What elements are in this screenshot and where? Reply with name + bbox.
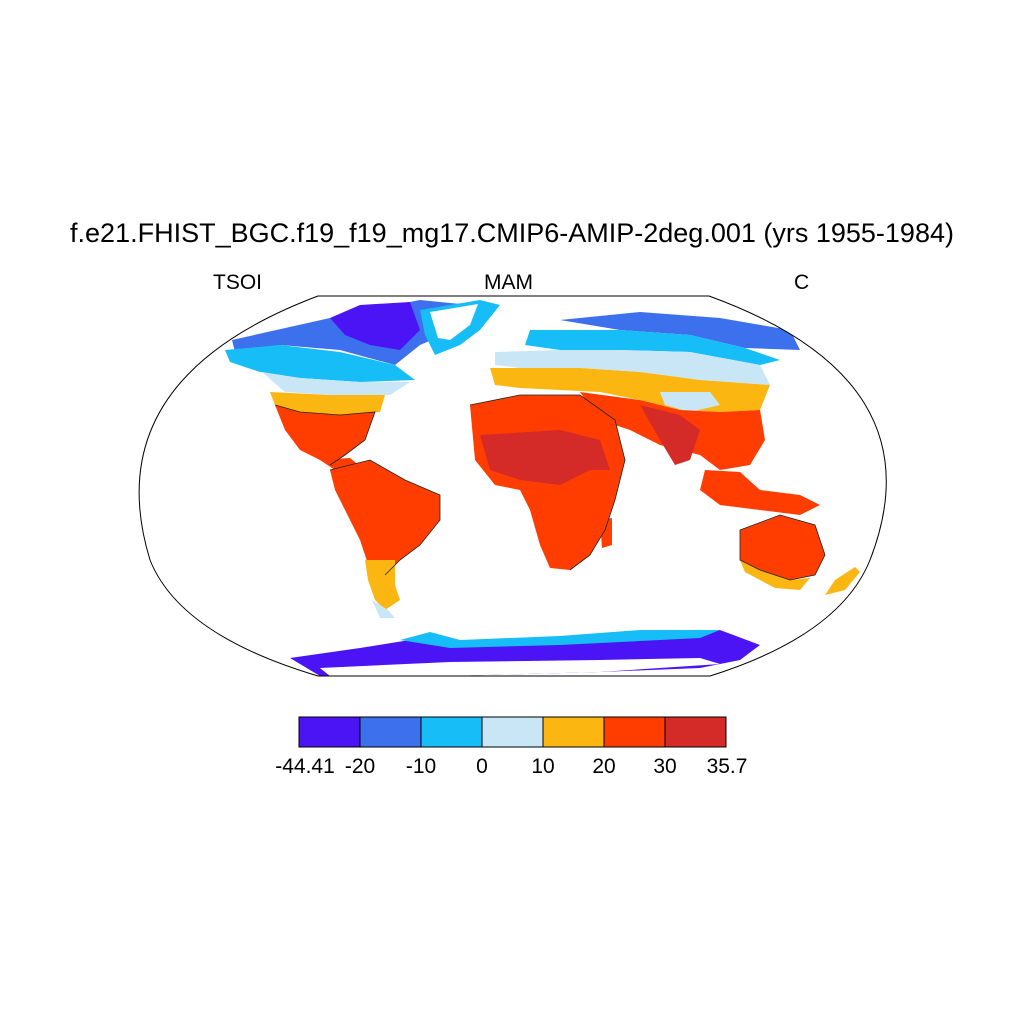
india-hottest	[640, 405, 700, 465]
colorbar-tick-label: -20	[344, 755, 376, 778]
colorbar-box	[420, 716, 483, 748]
colorbar-box	[359, 716, 422, 748]
north-america-hot-band	[275, 405, 375, 465]
north-america-mild-band	[262, 372, 410, 395]
coastlines	[274, 394, 826, 581]
eurasia-mild-band	[495, 350, 770, 385]
south-america-tip	[372, 600, 395, 618]
south-america-hot	[330, 460, 440, 575]
variable-label: TSOI	[213, 271, 263, 294]
southeast-asia-islands	[700, 470, 820, 515]
colorbar-box	[603, 716, 666, 748]
colorbar-box	[664, 716, 727, 748]
map-title: f.e21.FHIST_BGC.f19_f19_mg17.CMIP6-AMIP-…	[70, 218, 954, 248]
colorbar-tick-label: 10	[531, 755, 555, 778]
colorbar-box	[542, 716, 605, 748]
season-label: MAM	[484, 271, 533, 294]
colorbar-tick-label: 0	[476, 755, 488, 778]
colorbar-box	[481, 716, 544, 748]
africa-hottest	[480, 430, 610, 485]
eurasia-cold-band	[560, 312, 800, 350]
greenland-interior	[430, 304, 478, 340]
colorbar-box	[298, 716, 361, 748]
antarctica-interior	[320, 658, 720, 676]
colorbar-tick-label: 35.7	[706, 755, 748, 778]
madagascar	[600, 518, 612, 548]
colorbar-tick-label: 30	[653, 755, 677, 778]
australia-hot	[740, 515, 825, 580]
north-america-cool-band	[225, 345, 415, 382]
colorbar-tick-label: -10	[405, 755, 437, 778]
tibet-cool-spot	[660, 392, 720, 412]
units-label: C	[794, 271, 810, 294]
south-america-warm	[365, 560, 400, 610]
new-zealand	[825, 567, 860, 595]
colorbar-tick-label: -44.41	[275, 755, 335, 778]
eurasia-cool-band	[525, 330, 780, 365]
north-america-arctic	[330, 302, 420, 350]
antarctica-coast	[400, 630, 720, 648]
projection-outline	[138, 295, 887, 677]
north-america-warm-band	[270, 392, 385, 415]
colorbar-tick-label: 20	[592, 755, 616, 778]
